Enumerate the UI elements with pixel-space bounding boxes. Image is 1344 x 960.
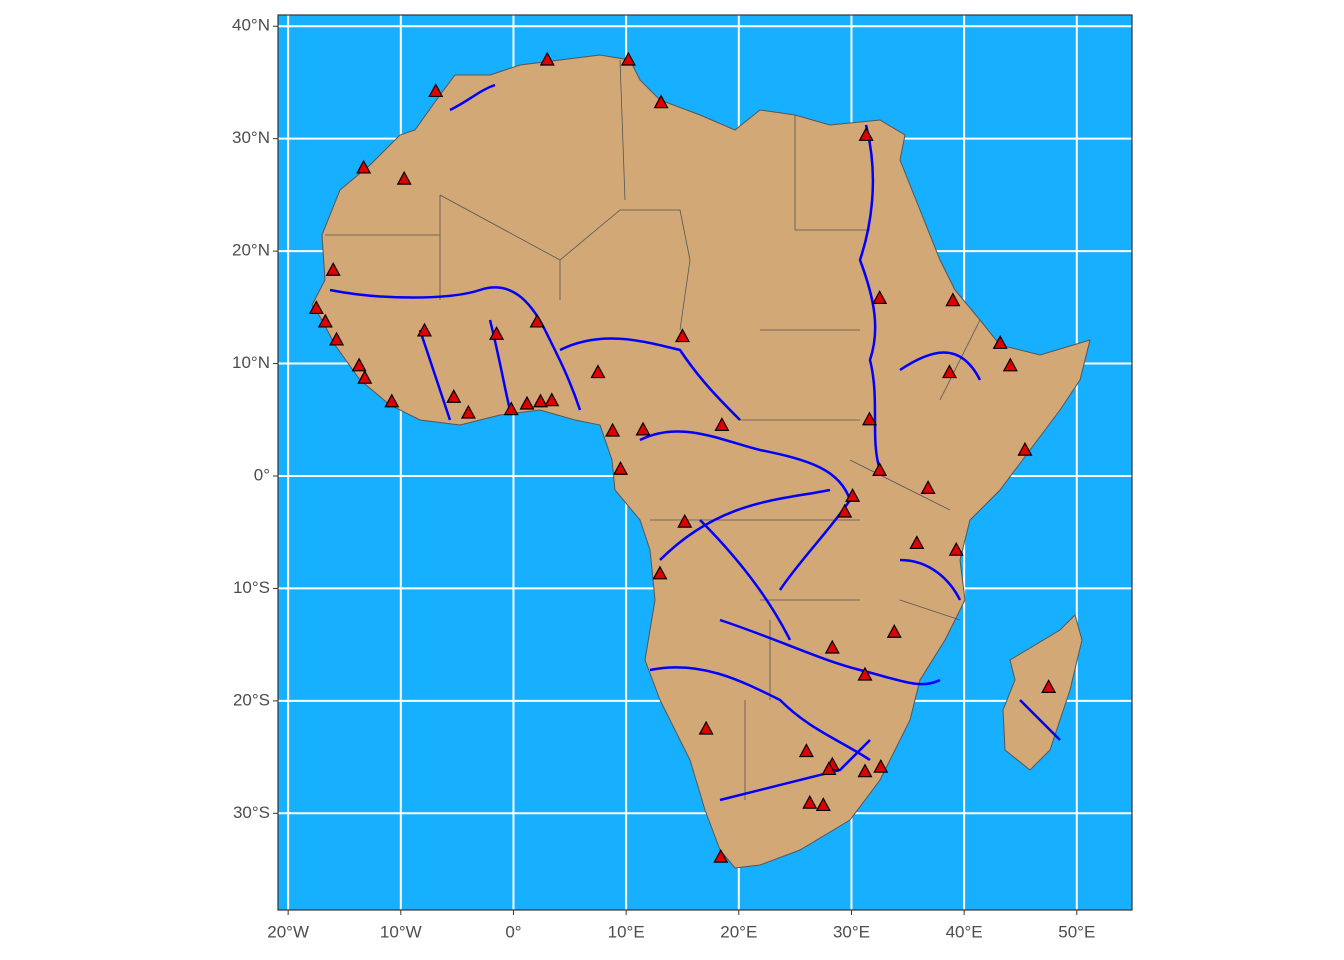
- axes: 20°W 10°W 0° 10°E 20°E 30°E 40°E 50°E 30°S 20°S 10…: [232, 16, 1095, 942]
- point: [1017, 441, 1033, 456]
- point: [416, 322, 432, 337]
- x-tick-label: 20°W: [267, 922, 309, 941]
- point: [857, 666, 873, 681]
- point: [873, 758, 889, 773]
- point: [396, 170, 412, 185]
- point: [920, 480, 936, 494]
- river: [659, 488, 831, 641]
- y-tick-label: 20°S: [233, 690, 270, 709]
- river: [639, 430, 852, 591]
- points: [308, 51, 1057, 863]
- point: [857, 763, 873, 778]
- panel-border: [277, 14, 1133, 911]
- point: [992, 335, 1008, 349]
- y-tick-label: 0°: [254, 465, 270, 484]
- borders: [325, 59, 981, 800]
- point: [446, 389, 462, 403]
- point: [317, 313, 333, 328]
- point: [872, 290, 888, 304]
- x-tick-label: 40°E: [946, 922, 983, 941]
- x-tick-label: 50°E: [1058, 922, 1095, 941]
- point: [714, 417, 730, 431]
- point: [329, 331, 345, 346]
- y-tick-label: 30°S: [233, 803, 270, 822]
- point: [837, 503, 853, 518]
- point: [351, 357, 367, 372]
- point: [620, 51, 636, 66]
- point: [872, 462, 888, 476]
- point: [1041, 679, 1057, 693]
- point: [713, 848, 729, 863]
- point: [544, 392, 560, 407]
- point: [945, 292, 961, 307]
- point: [384, 393, 400, 408]
- point: [821, 761, 837, 776]
- point: [845, 487, 861, 502]
- y-tick-label: 20°N: [232, 241, 270, 260]
- y-tick-label: 10°S: [233, 578, 270, 597]
- point: [356, 159, 372, 174]
- x-tick-label: 10°E: [608, 922, 645, 941]
- point: [357, 369, 373, 384]
- point: [539, 51, 555, 66]
- x-tick-label: 0°: [505, 922, 521, 941]
- point: [798, 743, 814, 758]
- point: [886, 624, 902, 638]
- point: [460, 404, 476, 419]
- river: [418, 83, 512, 421]
- point: [652, 565, 668, 580]
- x-tick-label: 20°E: [720, 922, 757, 941]
- point: [698, 720, 714, 735]
- river: [649, 666, 871, 762]
- y-tick-label: 10°N: [232, 353, 270, 372]
- africa: [311, 54, 1091, 869]
- rivers: [329, 83, 1061, 802]
- point: [503, 401, 519, 416]
- point: [325, 261, 341, 276]
- river: [559, 337, 741, 421]
- point: [489, 326, 505, 340]
- river: [858, 124, 882, 471]
- x-tick-label: 10°W: [380, 922, 422, 941]
- point: [861, 411, 877, 426]
- river: [899, 351, 1061, 741]
- x-tick-label: 30°E: [833, 922, 870, 941]
- point: [824, 639, 840, 654]
- point: [590, 364, 606, 379]
- point: [428, 83, 444, 98]
- point: [948, 541, 964, 556]
- point: [653, 94, 669, 109]
- point: [941, 364, 957, 379]
- point: [674, 328, 690, 343]
- point: [815, 797, 831, 812]
- river: [329, 286, 582, 411]
- point: [677, 513, 693, 528]
- point: [802, 794, 818, 809]
- y-tick-label: 30°N: [232, 128, 270, 147]
- point: [308, 300, 324, 315]
- point: [533, 393, 549, 408]
- point: [858, 127, 874, 141]
- point: [519, 395, 535, 410]
- point: [909, 535, 925, 550]
- point: [635, 421, 651, 436]
- river: [719, 618, 941, 686]
- point: [605, 422, 621, 437]
- point: [612, 460, 629, 475]
- point: [1002, 357, 1018, 372]
- point: [529, 313, 545, 328]
- y-tick-label: 40°N: [232, 16, 270, 35]
